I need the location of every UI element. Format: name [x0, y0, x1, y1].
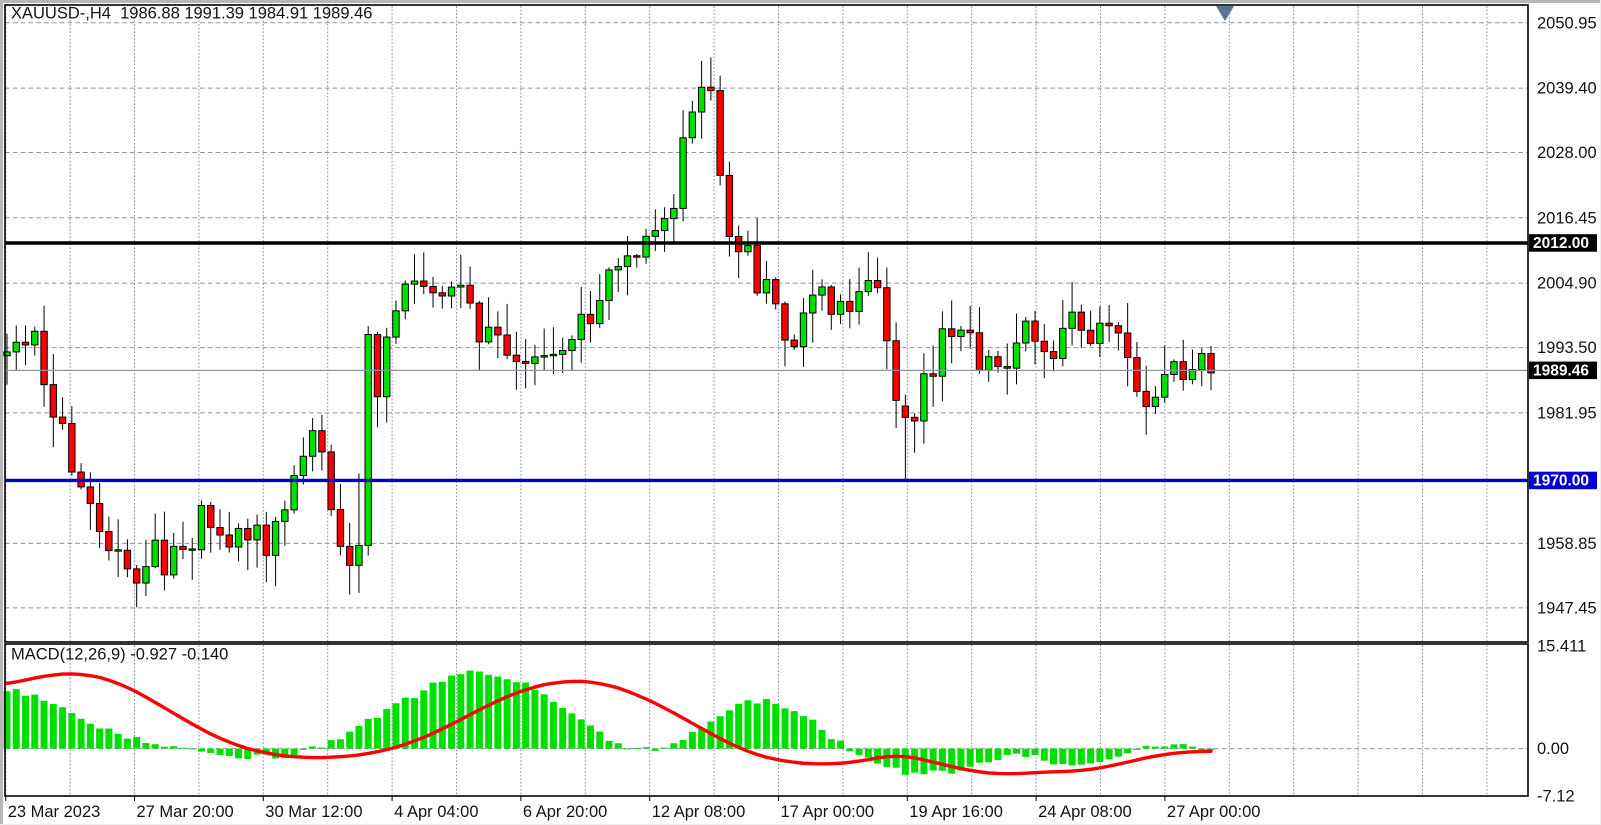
svg-text:MACD(12,26,9) -0.927 -0.140: MACD(12,26,9) -0.927 -0.140: [11, 646, 228, 664]
svg-text:2012.00: 2012.00: [1533, 235, 1589, 252]
svg-text:1981.95: 1981.95: [1537, 404, 1597, 422]
svg-text:2004.90: 2004.90: [1537, 275, 1597, 293]
svg-text:15.411: 15.411: [1537, 638, 1586, 656]
svg-text:1958.85: 1958.85: [1537, 535, 1597, 553]
svg-text:19 Apr 16:00: 19 Apr 16:00: [909, 803, 1003, 821]
svg-text:-7.12: -7.12: [1537, 788, 1575, 806]
svg-text:2050.95: 2050.95: [1537, 14, 1597, 32]
svg-text:2028.00: 2028.00: [1537, 144, 1597, 162]
svg-text:27 Apr 00:00: 27 Apr 00:00: [1167, 803, 1261, 821]
svg-text:24 Apr 08:00: 24 Apr 08:00: [1038, 803, 1132, 821]
svg-text:30 Mar 12:00: 30 Mar 12:00: [265, 803, 362, 821]
svg-text:6 Apr 20:00: 6 Apr 20:00: [523, 803, 607, 821]
svg-text:0.00: 0.00: [1537, 740, 1569, 758]
svg-text:2016.45: 2016.45: [1537, 209, 1597, 227]
svg-text:XAUUSD-,H4 1986.88 1991.39 19: XAUUSD-,H4 1986.88 1991.39 1984.91 1989.…: [11, 5, 372, 23]
svg-text:17 Apr 00:00: 17 Apr 00:00: [781, 803, 875, 821]
svg-text:1989.46: 1989.46: [1533, 363, 1589, 380]
svg-text:1993.50: 1993.50: [1537, 339, 1597, 357]
svg-text:2039.40: 2039.40: [1537, 80, 1597, 98]
svg-text:23 Mar 2023: 23 Mar 2023: [8, 803, 101, 821]
svg-text:27 Mar 20:00: 27 Mar 20:00: [137, 803, 234, 821]
svg-text:1947.45: 1947.45: [1537, 599, 1597, 617]
svg-text:1970.00: 1970.00: [1533, 473, 1589, 490]
svg-text:12 Apr 08:00: 12 Apr 08:00: [652, 803, 746, 821]
svg-text:4 Apr 04:00: 4 Apr 04:00: [394, 803, 478, 821]
